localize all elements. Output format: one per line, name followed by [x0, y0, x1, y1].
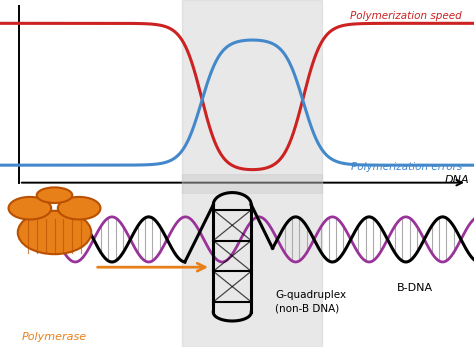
- Ellipse shape: [9, 197, 51, 220]
- Ellipse shape: [18, 211, 91, 254]
- Text: G-quadruplex
(non-B DNA): G-quadruplex (non-B DNA): [275, 290, 346, 313]
- Text: B-DNA: B-DNA: [397, 283, 433, 293]
- Ellipse shape: [58, 197, 100, 220]
- Ellipse shape: [37, 187, 72, 203]
- Bar: [182, 174, 322, 347]
- Text: Polymerase: Polymerase: [22, 332, 87, 341]
- Text: Polymerization speed: Polymerization speed: [350, 10, 462, 20]
- Bar: [182, 0, 322, 194]
- Text: DNA: DNA: [445, 175, 469, 185]
- Text: Polymerization errors: Polymerization errors: [351, 162, 462, 172]
